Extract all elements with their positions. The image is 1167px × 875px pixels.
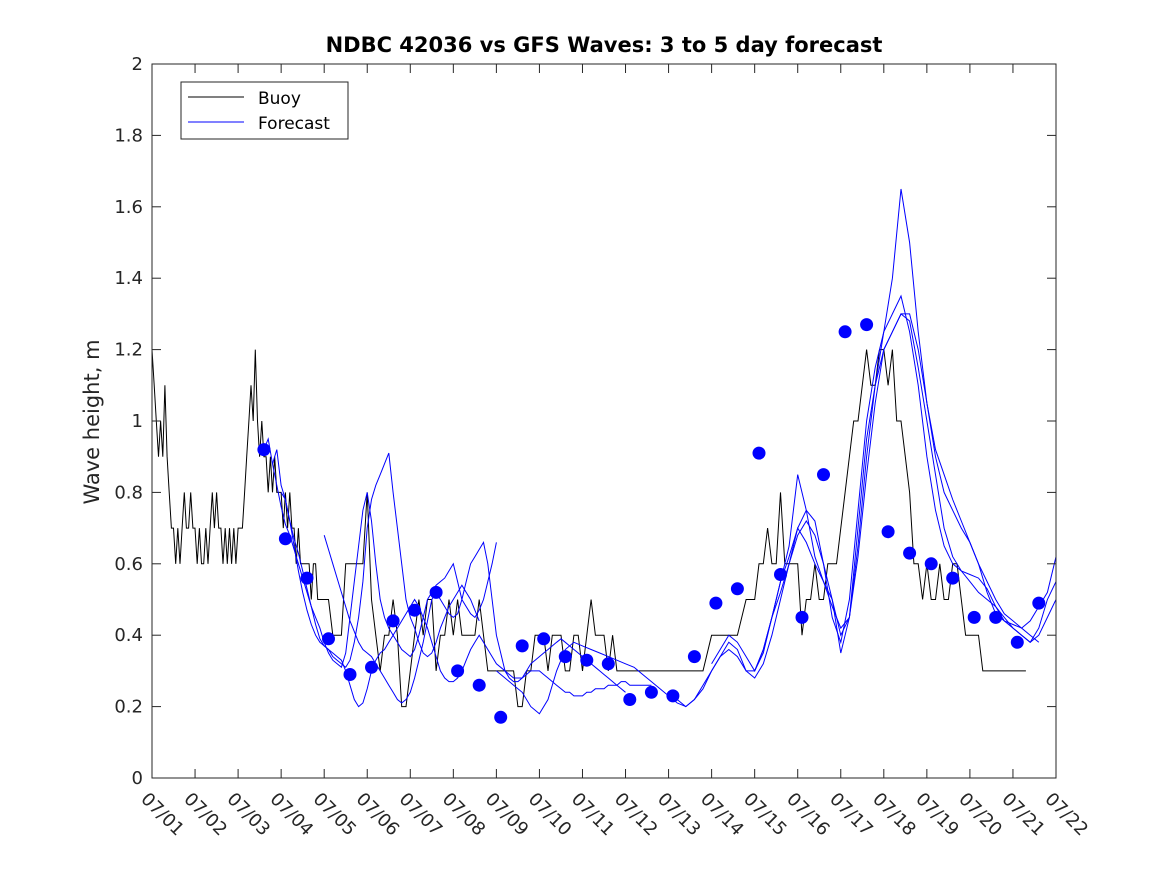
forecast-point: [451, 664, 465, 678]
buoy-series-line: [152, 349, 1026, 708]
forecast-series-line-2: [272, 449, 497, 669]
forecast-point: [494, 710, 508, 724]
forecast-point: [558, 650, 572, 664]
forecast-point: [774, 568, 787, 581]
forecast-series-line-8: [754, 313, 1056, 672]
forecast-point: [278, 532, 292, 546]
forecast-point: [601, 657, 615, 671]
forecast-point: [322, 632, 335, 646]
forecast-point: [515, 639, 529, 653]
y-tick-label: 0: [132, 768, 143, 789]
forecast-point: [860, 318, 874, 332]
forecast-point: [709, 596, 723, 610]
forecast-point: [537, 632, 551, 646]
forecast-series-line-3: [280, 492, 652, 708]
forecast-point: [989, 610, 1003, 624]
forecast-point: [300, 571, 314, 585]
forecast-point: [1032, 596, 1046, 610]
forecast-point: [623, 693, 637, 706]
forecast-point: [429, 585, 443, 599]
forecast-point: [666, 689, 680, 703]
forecast-series-line-4: [323, 535, 626, 704]
forecast-point: [472, 678, 486, 692]
y-tick-label: 1.2: [114, 340, 143, 361]
legend-buoy-label: Buoy: [258, 89, 301, 109]
forecast-point: [343, 668, 357, 681]
legend-box: [180, 81, 349, 140]
y-tick-label: 1: [132, 411, 143, 432]
forecast-point: [946, 571, 960, 585]
forecast-point: [752, 446, 766, 460]
forecast-point: [257, 443, 271, 457]
y-tick-label: 0.6: [114, 554, 143, 575]
chart-title: NDBC 42036 vs GFS Waves: 3 to 5 day fore…: [326, 33, 883, 57]
y-tick-label: 0.4: [114, 625, 143, 646]
forecast-points-layer: [257, 318, 1046, 724]
forecast-point: [644, 685, 658, 699]
y-tick-label: 2: [132, 54, 143, 75]
forecast-point: [365, 660, 378, 674]
forecast-point: [795, 610, 809, 624]
y-tick-label: 1.8: [114, 125, 143, 146]
forecast-point: [408, 603, 422, 617]
forecast-point: [687, 650, 701, 664]
y-axis: 0 0.2 0.4 0.6 0.8 1 1.2 1.4 1.6 1.8 2: [114, 54, 1056, 789]
forecast-point: [967, 610, 981, 624]
forecast-point: [386, 614, 400, 628]
legend: Buoy Forecast: [180, 81, 349, 140]
forecast-point: [817, 468, 830, 482]
series-layer: [152, 188, 1056, 715]
legend-forecast-label: Forecast: [258, 114, 330, 134]
forecast-point: [881, 525, 895, 539]
y-axis-label: Wave height, m: [80, 339, 104, 504]
forecast-point: [903, 546, 917, 560]
forecast-point: [730, 582, 744, 596]
forecast-series-line-1: [263, 437, 480, 669]
forecast-point: [924, 557, 938, 571]
forecast-point: [838, 325, 852, 339]
forecast-point: [1010, 635, 1024, 649]
forecast-point: [580, 653, 594, 667]
y-tick-label: 0.2: [114, 697, 143, 718]
y-tick-label: 1.6: [114, 197, 143, 218]
forecast-series-line-7: [711, 188, 1040, 672]
y-tick-label: 1.4: [114, 268, 143, 289]
y-tick-label: 0.8: [114, 482, 143, 503]
